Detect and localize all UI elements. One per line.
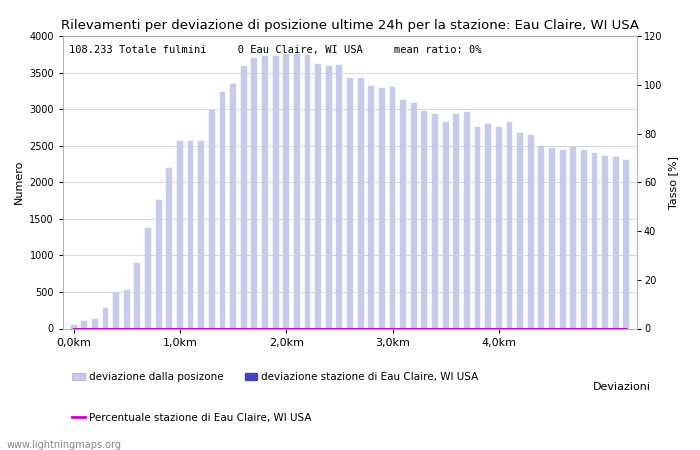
Bar: [230, 84, 236, 328]
Bar: [198, 141, 204, 328]
Bar: [155, 200, 162, 328]
Bar: [294, 54, 300, 328]
Bar: [379, 88, 385, 328]
Text: 108.233 Totale fulmini     0 Eau Claire, WI USA     mean ratio: 0%: 108.233 Totale fulmini 0 Eau Claire, WI …: [69, 45, 481, 55]
Bar: [337, 64, 342, 328]
Bar: [432, 113, 438, 328]
Title: Rilevamenti per deviazione di posizione ultime 24h per la stazione: Eau Claire, : Rilevamenti per deviazione di posizione …: [61, 19, 639, 32]
Bar: [241, 66, 246, 328]
Y-axis label: Numero: Numero: [14, 160, 24, 204]
Bar: [464, 112, 470, 328]
Bar: [624, 160, 629, 328]
Bar: [390, 87, 395, 328]
Bar: [134, 263, 140, 328]
Bar: [485, 124, 491, 328]
Y-axis label: Tasso [%]: Tasso [%]: [668, 156, 678, 209]
Bar: [113, 292, 119, 328]
Bar: [188, 140, 193, 328]
Bar: [602, 156, 608, 328]
Bar: [81, 321, 88, 328]
Bar: [475, 127, 480, 328]
Bar: [368, 86, 374, 328]
Text: www.lightningmaps.org: www.lightningmaps.org: [7, 440, 122, 450]
Bar: [517, 132, 523, 328]
Legend: deviazione dalla posizone, deviazione stazione di Eau Claire, WI USA: deviazione dalla posizone, deviazione st…: [68, 368, 482, 386]
Bar: [411, 103, 416, 328]
Bar: [507, 122, 512, 328]
Bar: [315, 64, 321, 328]
Bar: [560, 150, 566, 328]
Bar: [220, 92, 225, 328]
Bar: [124, 290, 130, 328]
Bar: [92, 319, 98, 328]
Bar: [442, 122, 449, 328]
Bar: [549, 148, 555, 328]
Bar: [570, 147, 576, 328]
Bar: [581, 150, 587, 328]
Bar: [528, 135, 533, 328]
Bar: [304, 55, 310, 328]
Bar: [273, 57, 279, 328]
Bar: [347, 78, 353, 328]
Legend: Percentuale stazione di Eau Claire, WI USA: Percentuale stazione di Eau Claire, WI U…: [68, 409, 316, 427]
Bar: [454, 113, 459, 328]
Bar: [358, 78, 363, 328]
Bar: [71, 325, 76, 328]
Bar: [284, 54, 289, 328]
Bar: [421, 111, 427, 328]
Bar: [103, 308, 108, 328]
Bar: [612, 157, 619, 328]
Bar: [251, 58, 258, 328]
Bar: [400, 100, 406, 328]
Bar: [538, 146, 545, 328]
Text: Deviazioni: Deviazioni: [593, 382, 651, 392]
Bar: [177, 140, 183, 328]
Bar: [262, 57, 268, 328]
Bar: [326, 66, 332, 328]
Bar: [145, 228, 151, 328]
Bar: [496, 127, 502, 328]
Bar: [209, 110, 215, 328]
Bar: [167, 168, 172, 328]
Bar: [592, 153, 597, 328]
